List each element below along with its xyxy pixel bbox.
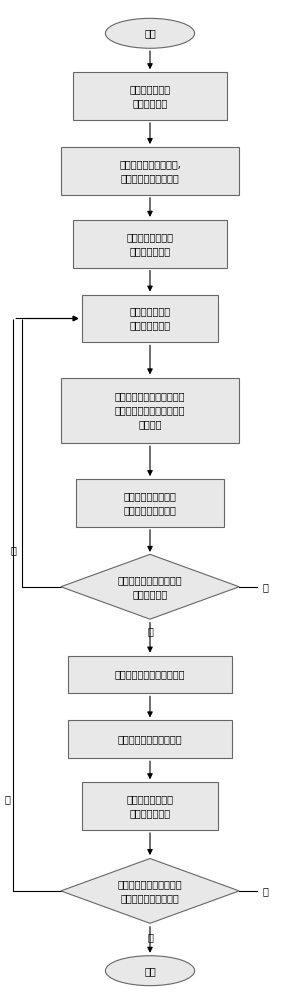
FancyBboxPatch shape [82, 782, 218, 830]
Text: 结束: 结束 [144, 966, 156, 976]
Text: 将三个角的所有数据取平均: 将三个角的所有数据取平均 [115, 670, 185, 680]
Text: 是: 是 [147, 627, 153, 637]
Text: 通过两组相机与标定物之间
的转换矩阵求得校准需要的
两个坐标: 通过两组相机与标定物之间 的转换矩阵求得校准需要的 两个坐标 [115, 391, 185, 429]
FancyBboxPatch shape [61, 147, 239, 195]
Polygon shape [61, 859, 239, 923]
Text: 固定多相机采集
信息框架结构: 固定多相机采集 信息框架结构 [129, 84, 171, 108]
Polygon shape [61, 554, 239, 619]
Text: 开始: 开始 [144, 28, 156, 38]
FancyBboxPatch shape [68, 656, 232, 693]
FancyBboxPatch shape [82, 295, 218, 342]
Text: 计算相机到标定坐
标系的转换矩阵: 计算相机到标定坐 标系的转换矩阵 [127, 232, 173, 256]
Text: 是否除目标相机所有相机
统一到目标相机坐标系: 是否除目标相机所有相机 统一到目标相机坐标系 [118, 879, 182, 903]
Text: 否: 否 [263, 886, 269, 896]
Text: 通过欧拉角求得旋转矩阵: 通过欧拉角求得旋转矩阵 [118, 734, 182, 744]
Ellipse shape [105, 956, 195, 986]
Text: 否: 否 [10, 545, 16, 555]
FancyBboxPatch shape [73, 220, 227, 268]
Text: 不断变换标定物体位置,
多相机采集每一组数据: 不断变换标定物体位置, 多相机采集每一组数据 [119, 159, 181, 183]
Text: 通过坐标关系求得校
准所需的三个欧拉角: 通过坐标关系求得校 准所需的三个欧拉角 [124, 491, 176, 515]
FancyBboxPatch shape [76, 479, 224, 527]
Text: 否: 否 [263, 582, 269, 592]
Text: 是否利用完该两组相机的
所有标定信息: 是否利用完该两组相机的 所有标定信息 [118, 575, 182, 599]
Text: 否: 否 [4, 794, 10, 804]
FancyBboxPatch shape [68, 720, 232, 758]
Ellipse shape [105, 18, 195, 48]
Text: 是: 是 [147, 932, 153, 942]
FancyBboxPatch shape [61, 378, 239, 443]
Text: 求得两个相机相对
关系的转换矩阵: 求得两个相机相对 关系的转换矩阵 [127, 794, 173, 818]
Text: 选取初始相机与
需要转换的相机: 选取初始相机与 需要转换的相机 [129, 307, 171, 331]
FancyBboxPatch shape [73, 72, 227, 120]
